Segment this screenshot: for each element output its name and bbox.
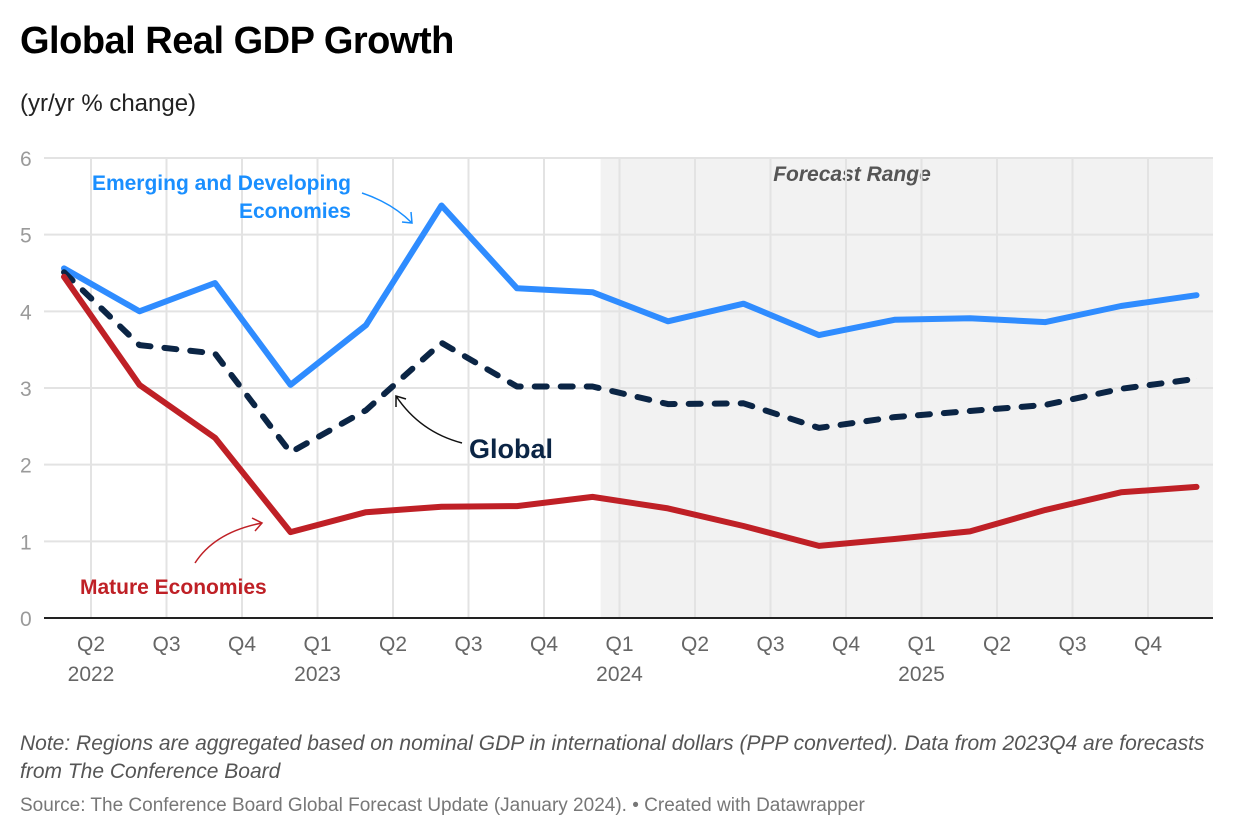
x-tick-label: Q2 [379,633,407,656]
chart-source: Source: The Conference Board Global Fore… [20,795,865,816]
chart-subtitle: (yr/yr % change) [20,90,197,117]
x-tick-label: Q3 [454,633,482,656]
arrow-icon [395,394,463,444]
y-tick-label: 1 [20,531,32,554]
y-tick-label: 0 [20,608,32,631]
x-tick-label: Q4 [530,633,558,656]
x-tick-year-label: 2024 [596,663,643,686]
series-label-emerging: Emerging and Developing [92,172,351,195]
series-label-mature: Mature Economies [80,576,267,599]
series-line-global [61,269,1200,456]
series-label-emerging: Economies [239,200,351,223]
x-tick-label: Q3 [756,633,784,656]
arrow-icon [361,192,413,224]
series-label-global: Global [469,434,553,464]
forecast-range-label: Forecast Range [773,163,931,186]
line-chart: Forecast Range 0 1 2 3 4 5 6 Q2 2022 Q3 Q4 Q1 2023 Q2… [20,148,1213,686]
series-line-mature-economies [61,273,1200,549]
x-tick-label: Q1 [605,633,633,656]
y-tick-label: 2 [20,455,32,478]
x-tick-label: Q4 [1134,633,1162,656]
chart-title: Global Real GDP Growth [20,20,454,62]
x-tick-label: Q2 [77,633,105,656]
x-tick-label: Q2 [983,633,1011,656]
y-tick-label: 6 [20,148,32,171]
x-tick-label: Q1 [907,633,935,656]
chart-note: Note: Regions are aggregated based on no… [20,732,1205,783]
y-tick-label: 4 [20,301,32,324]
x-tick-label: Q4 [228,633,256,656]
x-tick-label: Q3 [152,633,180,656]
x-tick-year-label: 2022 [68,663,115,686]
x-tick-label: Q4 [832,633,860,656]
x-tick-year-label: 2025 [898,663,945,686]
arrow-icon [194,517,264,564]
series-line-emerging-and-developing-economies [61,202,1200,388]
x-tick-label: Q1 [303,633,331,656]
x-tick-label: Q2 [681,633,709,656]
x-tick-label: Q3 [1058,633,1086,656]
y-tick-label: 5 [20,225,32,248]
y-tick-label: 3 [20,378,32,401]
x-tick-year-label: 2023 [294,663,341,686]
